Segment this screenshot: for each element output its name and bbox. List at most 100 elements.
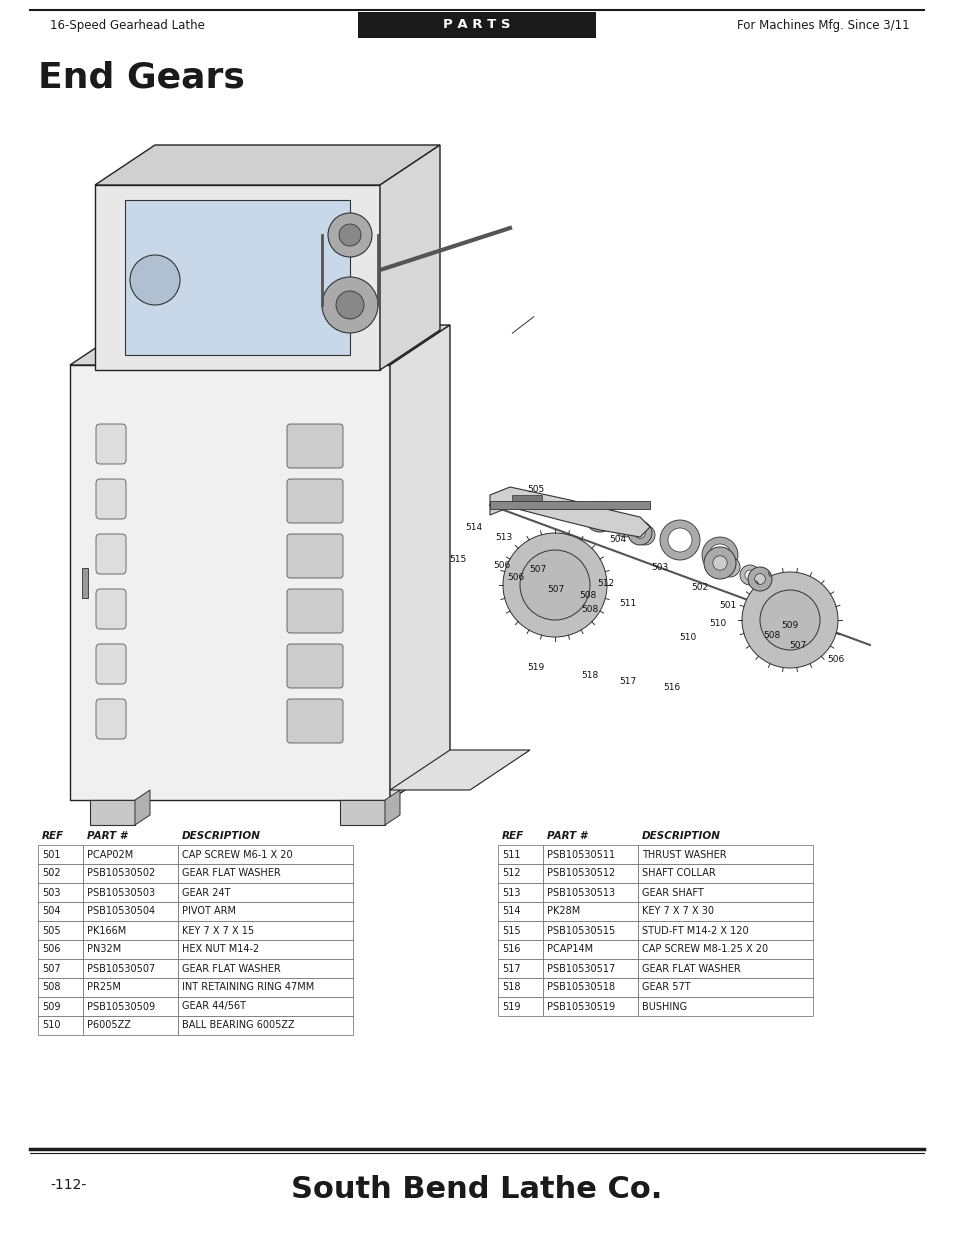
Bar	[542, 902, 638, 921]
Polygon shape	[385, 790, 399, 825]
Text: South Bend Lathe Co.: South Bend Lathe Co.	[291, 1174, 662, 1203]
Bar	[83, 921, 178, 940]
Text: For Machines Mfg. Since 3/11: For Machines Mfg. Since 3/11	[737, 19, 909, 32]
FancyBboxPatch shape	[287, 699, 343, 743]
Text: 509: 509	[781, 620, 798, 630]
Circle shape	[502, 534, 606, 637]
Bar	[38, 960, 83, 978]
Text: 517: 517	[618, 677, 636, 685]
FancyBboxPatch shape	[96, 479, 126, 519]
Text: 517: 517	[501, 963, 520, 973]
Circle shape	[639, 530, 649, 540]
Bar	[638, 883, 812, 902]
Bar	[638, 978, 812, 997]
Polygon shape	[490, 487, 649, 537]
Circle shape	[593, 510, 606, 524]
Circle shape	[635, 525, 655, 545]
Text: 506: 506	[826, 656, 843, 664]
Circle shape	[703, 547, 735, 579]
Circle shape	[322, 277, 377, 333]
Bar	[497, 940, 542, 960]
Text: 507: 507	[788, 641, 806, 650]
Text: 511: 511	[501, 850, 520, 860]
Text: 519: 519	[527, 662, 544, 672]
Text: PSB10530512: PSB10530512	[546, 868, 615, 878]
Text: 512: 512	[597, 578, 614, 588]
Text: 507: 507	[42, 963, 61, 973]
Text: 507: 507	[529, 566, 546, 574]
Bar	[38, 978, 83, 997]
Text: PSB10530518: PSB10530518	[546, 983, 615, 993]
Text: GEAR SHAFT: GEAR SHAFT	[641, 888, 703, 898]
Circle shape	[602, 515, 613, 525]
Circle shape	[627, 521, 651, 545]
Text: PART #: PART #	[546, 831, 586, 841]
Text: 503: 503	[651, 562, 668, 572]
Text: 513: 513	[501, 888, 520, 898]
Circle shape	[519, 550, 589, 620]
Circle shape	[744, 571, 754, 580]
Text: 508: 508	[42, 983, 60, 993]
Text: 508: 508	[580, 605, 598, 615]
Text: GEAR 44/56T: GEAR 44/56T	[182, 1002, 246, 1011]
Text: 504: 504	[609, 536, 626, 545]
Text: GEAR FLAT WASHER: GEAR FLAT WASHER	[182, 963, 280, 973]
Text: KEY 7 X 7 X 30: KEY 7 X 7 X 30	[641, 906, 713, 916]
Text: 512: 512	[501, 868, 520, 878]
Bar	[512, 495, 541, 501]
Circle shape	[720, 557, 740, 577]
Text: 502: 502	[691, 583, 708, 592]
Circle shape	[740, 564, 760, 585]
Bar	[38, 883, 83, 902]
Polygon shape	[390, 750, 530, 790]
Circle shape	[667, 529, 691, 552]
Text: CAP SCREW M6-1 X 20: CAP SCREW M6-1 X 20	[182, 850, 293, 860]
Bar	[38, 902, 83, 921]
Text: PCAP02M: PCAP02M	[87, 850, 133, 860]
Text: 516: 516	[501, 945, 520, 955]
Bar	[542, 997, 638, 1016]
Circle shape	[754, 573, 764, 584]
Text: PSB10530504: PSB10530504	[87, 906, 155, 916]
Bar	[497, 997, 542, 1016]
Text: 504: 504	[42, 906, 60, 916]
Text: REF: REF	[501, 831, 524, 841]
Polygon shape	[70, 325, 450, 366]
Text: PSB10530507: PSB10530507	[87, 963, 155, 973]
Circle shape	[760, 590, 820, 650]
Circle shape	[619, 522, 629, 532]
Bar	[542, 921, 638, 940]
Bar	[638, 921, 812, 940]
Bar	[542, 978, 638, 997]
Text: 516: 516	[662, 683, 679, 692]
Text: KEY 7 X 7 X 15: KEY 7 X 7 X 15	[182, 925, 253, 935]
Text: GEAR 57T: GEAR 57T	[641, 983, 690, 993]
Text: GEAR FLAT WASHER: GEAR FLAT WASHER	[641, 963, 740, 973]
Bar	[542, 864, 638, 883]
Bar	[497, 883, 542, 902]
Text: PSB10530511: PSB10530511	[546, 850, 615, 860]
Text: CAP SCREW M8-1.25 X 20: CAP SCREW M8-1.25 X 20	[641, 945, 767, 955]
Circle shape	[335, 291, 364, 319]
Bar	[497, 845, 542, 864]
Text: PSB10530517: PSB10530517	[546, 963, 615, 973]
Bar	[38, 1016, 83, 1035]
Text: 515: 515	[449, 555, 466, 563]
FancyBboxPatch shape	[96, 424, 126, 464]
Text: 16-Speed Gearhead Lathe: 16-Speed Gearhead Lathe	[50, 19, 205, 32]
Bar	[638, 997, 812, 1016]
Bar	[38, 864, 83, 883]
Text: 507: 507	[547, 585, 564, 594]
Bar	[83, 902, 178, 921]
Circle shape	[724, 562, 734, 572]
Text: BALL BEARING 6005ZZ: BALL BEARING 6005ZZ	[182, 1020, 294, 1030]
Text: GEAR 24T: GEAR 24T	[182, 888, 231, 898]
Text: SHAFT COLLAR: SHAFT COLLAR	[641, 868, 715, 878]
Bar	[178, 1016, 353, 1035]
Bar	[178, 883, 353, 902]
FancyBboxPatch shape	[96, 589, 126, 629]
Bar	[83, 883, 178, 902]
Text: PSB10530519: PSB10530519	[546, 1002, 615, 1011]
Text: 518: 518	[501, 983, 520, 993]
Bar	[90, 800, 135, 825]
